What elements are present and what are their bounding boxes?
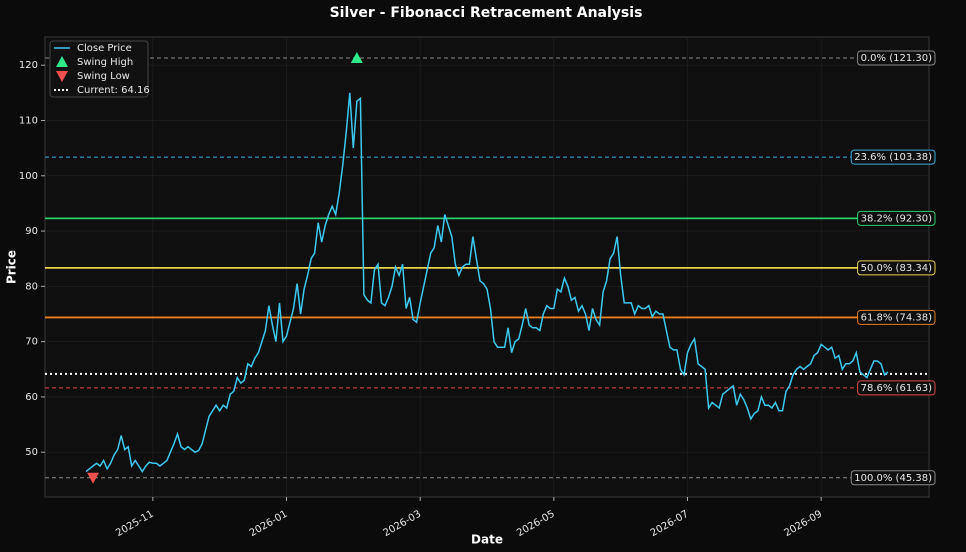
legend-label: Swing High [77,57,133,68]
fib-level-label: 38.2% (92.30) [861,213,932,224]
y-tick-label: 90 [25,226,38,237]
fib-label-box [857,260,936,276]
legend-label: Swing Low [77,71,130,82]
x-axis-label: Date [471,533,503,547]
fib-label-box [857,380,936,396]
close-price-line [85,92,889,474]
y-axis-label: Price [5,250,19,284]
swing-high-marker [350,52,363,64]
legend-swatch [56,56,68,67]
fib-label-box [850,149,936,165]
y-tick-label: 80 [25,281,38,292]
fib-level-label: 0.0% (121.30) [861,53,932,64]
fib-label-box [857,210,936,226]
y-tick-label: 110 [19,115,38,126]
fib-level-label: 61.8% (74.38) [861,312,932,323]
y-tick-label: 100 [19,171,38,182]
fib-label-box [857,50,936,66]
swing-low-marker [87,472,100,484]
fib-level-label: 50.0% (83.34) [861,263,932,274]
y-tick-label: 50 [25,447,38,458]
fib-level-label: 78.6% (61.63) [861,383,932,394]
fib-level-label: 100.0% (45.38) [854,473,932,484]
legend-label: Close Price [77,43,132,54]
fib-label-box [857,309,936,325]
legend-swatch [56,71,68,82]
y-tick-label: 70 [25,337,38,348]
y-tick-label: 60 [25,392,38,403]
fib-label-box [850,470,936,486]
legend-label: Current: 64.16 [77,85,150,96]
fib-level-label: 23.6% (103.38) [854,152,932,163]
legend-box [49,40,149,98]
chart-title: Silver - Fibonacci Retracement Analysis [330,5,643,21]
y-tick-label: 120 [19,60,38,71]
